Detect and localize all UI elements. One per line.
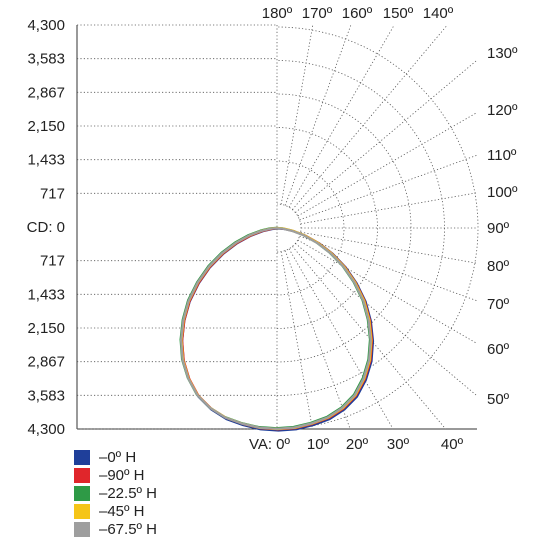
radial-line — [284, 250, 351, 430]
va-tick-label: VA: 0º — [249, 436, 291, 453]
legend-item-45: –45º H — [74, 502, 157, 520]
series-curve-3 — [180, 226, 373, 431]
legend-item-0: –0º H — [74, 448, 157, 466]
polar-ring — [277, 160, 345, 296]
cd-tick-label: 2,867 — [27, 84, 65, 101]
cd-tick-label: 717 — [40, 253, 65, 270]
cd-tick-label: 3,583 — [27, 51, 65, 68]
cd-tick-label: CD: 0 — [27, 219, 65, 236]
polar-grid — [76, 24, 479, 430]
legend: –0º H –90º H –22.5º H –45º H –67.5º H — [74, 448, 157, 538]
radial-line — [300, 231, 478, 264]
cd-tick-label: 2,150 — [27, 118, 65, 135]
radial-line — [288, 248, 394, 430]
radial-line — [280, 24, 314, 205]
legend-label-45: –45º H — [99, 502, 145, 520]
side-angle-label: 60º — [487, 341, 510, 358]
cd-tick-label: 3,583 — [27, 387, 65, 404]
radial-line — [288, 24, 395, 208]
side-angle-label: 90º — [487, 220, 510, 237]
va-tick-label: 20º — [346, 436, 369, 453]
legend-item-90: –90º H — [74, 466, 157, 484]
side-angle-label: 100º — [487, 184, 518, 201]
cd-tick-label: 4,300 — [27, 421, 65, 438]
side-angle-label: 130º — [487, 45, 518, 62]
radial-line — [280, 251, 313, 430]
radial-line — [297, 239, 478, 344]
top-angle-label: 170º — [302, 5, 333, 22]
radial-line — [292, 24, 448, 210]
intensity-curves — [179, 226, 375, 432]
side-angle-label: 120º — [487, 102, 518, 119]
radial-line — [295, 243, 478, 397]
va-tick-label: 40º — [441, 436, 464, 453]
top-angle-label: 180º — [262, 5, 293, 22]
legend-label-90: –90º H — [99, 466, 145, 484]
radial-line — [297, 112, 478, 217]
radial-line — [295, 59, 478, 213]
top-angle-label: 140º — [423, 5, 454, 22]
cd-tick-label: 717 — [40, 185, 65, 202]
radial-line — [299, 235, 478, 302]
cd-tick-label: 2,867 — [27, 354, 65, 371]
polar-ring — [276, 93, 412, 363]
radial-line — [299, 154, 478, 221]
legend-swatch-45 — [74, 503, 90, 519]
cd-tick-label: 4,300 — [27, 17, 65, 34]
axis-labels: 4,300 3,583 2,867 2,150 1,433 717 CD: 0 717 1,43… — [27, 5, 518, 453]
top-angle-label: 150º — [383, 5, 414, 22]
cd-tick-label: 1,433 — [27, 286, 65, 303]
side-angle-label: 110º — [487, 147, 517, 164]
legend-item-67-5: –67.5º H — [74, 520, 157, 538]
legend-label-22-5: –22.5º H — [99, 484, 158, 502]
series-curve-4 — [180, 227, 372, 430]
va-tick-label: 30º — [387, 436, 410, 453]
legend-swatch-67-5 — [74, 521, 90, 537]
cd-tick-label: 2,150 — [27, 320, 65, 337]
radial-line — [284, 24, 352, 206]
side-angle-label: 50º — [487, 391, 510, 408]
legend-label-67-5: –67.5º H — [99, 520, 158, 538]
legend-item-22-5: –22.5º H — [74, 484, 157, 502]
legend-swatch-0 — [74, 449, 90, 465]
legend-label-0: –0º H — [99, 448, 137, 466]
radial-line — [300, 192, 478, 225]
legend-swatch-22-5 — [74, 485, 90, 501]
legend-swatch-90 — [74, 467, 90, 483]
cd-tick-label: 1,433 — [27, 152, 65, 169]
side-angle-label: 70º — [487, 296, 510, 313]
side-angle-label: 80º — [487, 258, 510, 275]
top-angle-label: 160º — [342, 5, 373, 22]
va-tick-label: 10º — [307, 436, 330, 453]
series-curve-0 — [181, 227, 375, 432]
